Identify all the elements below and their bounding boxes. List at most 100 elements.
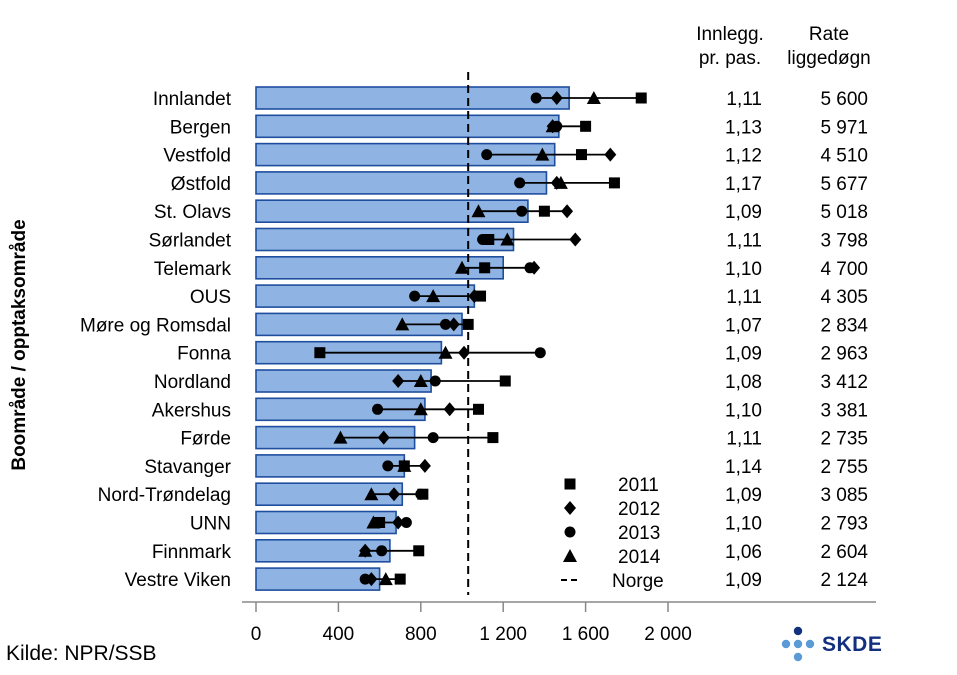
innlegg-value: 1,10 (725, 514, 762, 535)
marker-2013-3 (514, 177, 526, 189)
marker-2011-8 (462, 318, 474, 330)
rate-value: 2 834 (820, 315, 868, 336)
innlegg-value: 1,09 (725, 570, 762, 591)
rate-value: 3 381 (820, 400, 868, 421)
marker-2014-16 (358, 543, 373, 557)
logo-dot (793, 626, 803, 636)
bar-3 (255, 171, 548, 195)
marker-2013-2 (481, 149, 493, 161)
marker-2014-4 (471, 204, 486, 218)
marker-2011-0 (635, 92, 647, 104)
marker-2011-4 (538, 205, 550, 217)
rate-value: 4 305 (820, 287, 868, 308)
x-tick-label: 400 (323, 624, 355, 645)
rate-value: 4 510 (820, 146, 868, 167)
marker-2014-1 (545, 119, 560, 133)
marker-2013-4 (516, 205, 528, 217)
rate-value: 2 124 (820, 570, 868, 591)
marker-2012-4 (561, 204, 574, 219)
logo-dot (781, 639, 791, 649)
bar-1 (255, 114, 560, 139)
innlegg-value: 1,09 (725, 202, 762, 223)
marker-2014-14 (364, 487, 379, 501)
category-label: Telemark (154, 259, 232, 280)
marker-2013-9 (534, 347, 546, 359)
logo-text: SKDE (822, 633, 883, 656)
marker-2012-7 (468, 289, 481, 304)
rate-value: 2 755 (820, 457, 868, 478)
category-label: Vestfold (163, 146, 231, 167)
legend-label: Norge (612, 571, 664, 592)
marker-2014-12 (333, 430, 348, 444)
category-label: Stavanger (144, 457, 231, 478)
legend-label: 2011 (618, 475, 659, 496)
marker-2013-12 (427, 432, 439, 444)
column-header-line2: pr. pas. (699, 48, 761, 69)
category-label: Akershus (152, 400, 231, 421)
marker-2014-6 (455, 260, 469, 274)
rate-value: 3 085 (820, 485, 868, 506)
rate-value: 2 793 (820, 514, 868, 535)
legend-marker-2012 (564, 501, 576, 515)
marker-2011-9 (314, 347, 326, 359)
marker-2014-2 (535, 147, 550, 161)
marker-2011-3 (608, 177, 620, 189)
marker-2013-7 (409, 290, 421, 302)
innlegg-value: 1,13 (725, 117, 762, 138)
marker-2013-0 (530, 92, 542, 104)
marker-2013-10 (429, 375, 441, 387)
innlegg-value: 1,11 (726, 429, 762, 450)
category-label: Bergen (170, 117, 231, 138)
marker-2012-13 (418, 458, 431, 473)
category-label: Sørlandet (149, 231, 232, 252)
marker-2012-8 (447, 317, 460, 332)
category-label: Møre og Romsdal (80, 315, 231, 336)
marker-2012-0 (550, 91, 563, 105)
x-tick-label: 2 000 (644, 624, 692, 645)
bar-0 (255, 86, 570, 110)
marker-2014-17 (378, 572, 393, 586)
marker-2011-6 (479, 262, 491, 274)
category-label: Nord-Trøndelag (98, 485, 231, 506)
marker-2014-3 (553, 175, 568, 189)
rate-value: 4 700 (820, 259, 868, 280)
logo-dot (793, 652, 803, 662)
marker-2014-10 (413, 374, 428, 387)
category-label: Vestre Viken (125, 570, 231, 591)
marker-2012-12 (377, 430, 390, 445)
source-note: Kilde: NPR/SSB (6, 642, 157, 665)
x-tick-label: 1 200 (479, 624, 527, 645)
marker-2014-9 (438, 345, 453, 359)
rate-value: 2 604 (820, 542, 868, 563)
innlegg-value: 1,09 (725, 344, 762, 365)
marker-2013-11 (372, 403, 384, 415)
rate-value: 5 677 (820, 174, 868, 195)
logo-dot (805, 639, 815, 649)
marker-2014-5 (500, 232, 515, 246)
category-label: Fonna (177, 344, 231, 365)
y-axis-title: Boområde / opptaksområde (9, 219, 30, 470)
rate-value: 5 018 (820, 202, 868, 223)
rate-value: 3 412 (820, 372, 868, 393)
category-label: Finnmark (152, 542, 232, 563)
marker-2014-15 (366, 515, 381, 529)
marker-2014-0 (586, 91, 601, 104)
marker-2013-13 (382, 460, 394, 472)
innlegg-value: 1,07 (725, 315, 762, 336)
rate-value: 2 963 (820, 344, 868, 365)
innlegg-value: 1,11 (726, 231, 762, 252)
category-label: Østfold (171, 174, 231, 195)
innlegg-value: 1,09 (725, 485, 762, 506)
category-label: Innlandet (153, 89, 232, 110)
marker-2013-15 (400, 517, 412, 528)
bar-5 (255, 227, 515, 252)
category-label: Førde (180, 429, 231, 450)
marker-2011-17 (394, 573, 406, 585)
bar-13 (255, 454, 406, 478)
marker-2011-5 (483, 234, 495, 245)
innlegg-value: 1,11 (726, 89, 762, 110)
x-tick-label: 800 (405, 624, 437, 645)
marker-2013-17 (359, 573, 371, 585)
innlegg-value: 1,14 (725, 457, 762, 478)
